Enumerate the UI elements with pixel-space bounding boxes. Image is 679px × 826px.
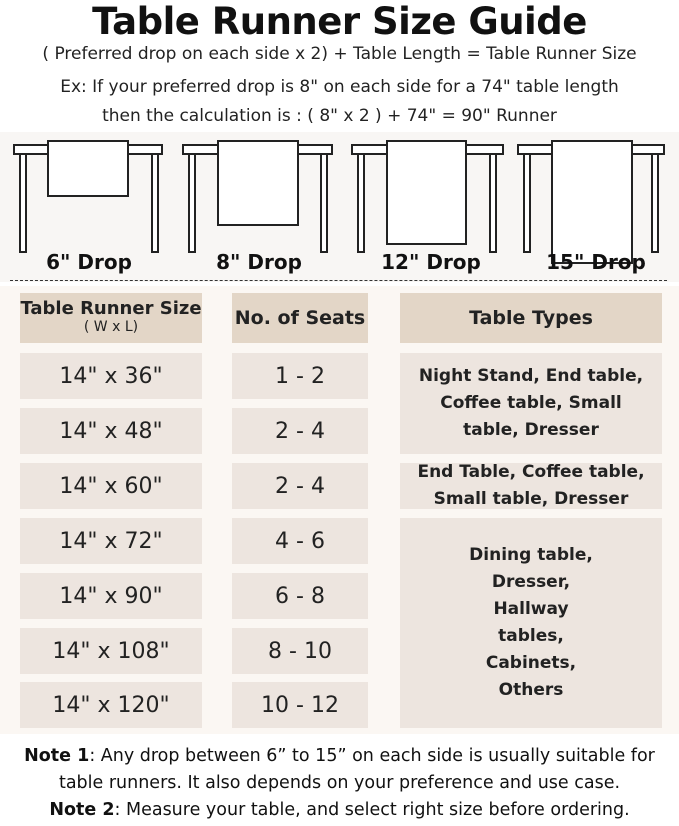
seats-cell: 8 - 10 (232, 628, 368, 674)
seats-cell: 10 - 12 (232, 682, 368, 728)
runner-8in (217, 140, 299, 226)
formula-text: ( Preferred drop on each side x 2) + Tab… (42, 44, 637, 64)
runner-15in (551, 140, 633, 264)
drop-label-12: 12" Drop (381, 250, 481, 274)
note-2-label: Note 2 (49, 800, 115, 820)
note-1-continued: table runners. It also depends on your p… (58, 773, 621, 793)
dashed-divider (10, 280, 667, 281)
runner-12in (386, 140, 467, 245)
drop-label-8: 8" Drop (216, 250, 302, 274)
size-cell: 14" x 36" (20, 353, 202, 399)
seats-cell: 2 - 4 (232, 408, 368, 454)
size-cell: 14" x 90" (20, 573, 202, 619)
note-2: Note 2: Measure your table, and select r… (0, 800, 679, 820)
types-group-2: End Table, Coffee table, Small table, Dr… (400, 462, 662, 509)
note-1-text: : Any drop between 6” to 15” on each sid… (89, 746, 655, 766)
drop-illustration-svg (13, 140, 665, 264)
size-cell: 14" x 60" (20, 463, 202, 509)
header-size-sub: ( W x L) (83, 319, 139, 335)
size-cell: 14" x 108" (20, 628, 202, 674)
seats-cell: 2 - 4 (232, 463, 368, 509)
types-group-3: Dining table, Dresser, Hallway tables, C… (400, 518, 662, 728)
drop-illustrations (0, 132, 679, 282)
drop-label-15: 15" Drop (546, 250, 646, 274)
header-size-label: Table Runner Size (20, 298, 202, 319)
size-cell: 14" x 48" (20, 408, 202, 454)
runner-6in (47, 140, 129, 197)
table-15in-drop-illustration (517, 140, 665, 264)
seats-cell: 6 - 8 (232, 573, 368, 619)
table-8in-drop-illustration (182, 140, 333, 253)
size-cell: 14" x 120" (20, 682, 202, 728)
example-line-1: Ex: If your preferred drop is 8" on each… (60, 77, 619, 97)
note-1-label: Note 1 (24, 746, 90, 766)
note-2-text: : Measure your table, and select right s… (114, 800, 630, 820)
note-1: Note 1: Any drop between 6” to 15” on ea… (0, 746, 679, 766)
seats-cell: 1 - 2 (232, 353, 368, 399)
header-seats: No. of Seats (232, 293, 368, 343)
example-line-2: then the calculation is : ( 8" x 2 ) + 7… (102, 106, 557, 126)
header-types: Table Types (400, 293, 662, 343)
header-size: Table Runner Size ( W x L) (20, 293, 202, 343)
seats-cell: 4 - 6 (232, 518, 368, 564)
table-6in-drop-illustration (13, 140, 163, 253)
drop-label-6: 6" Drop (46, 250, 132, 274)
size-cell: 14" x 72" (20, 518, 202, 564)
types-group-1: Night Stand, End table, Coffee table, Sm… (400, 353, 662, 454)
page-title: Table Runner Size Guide (92, 0, 587, 43)
table-12in-drop-illustration (351, 140, 504, 253)
